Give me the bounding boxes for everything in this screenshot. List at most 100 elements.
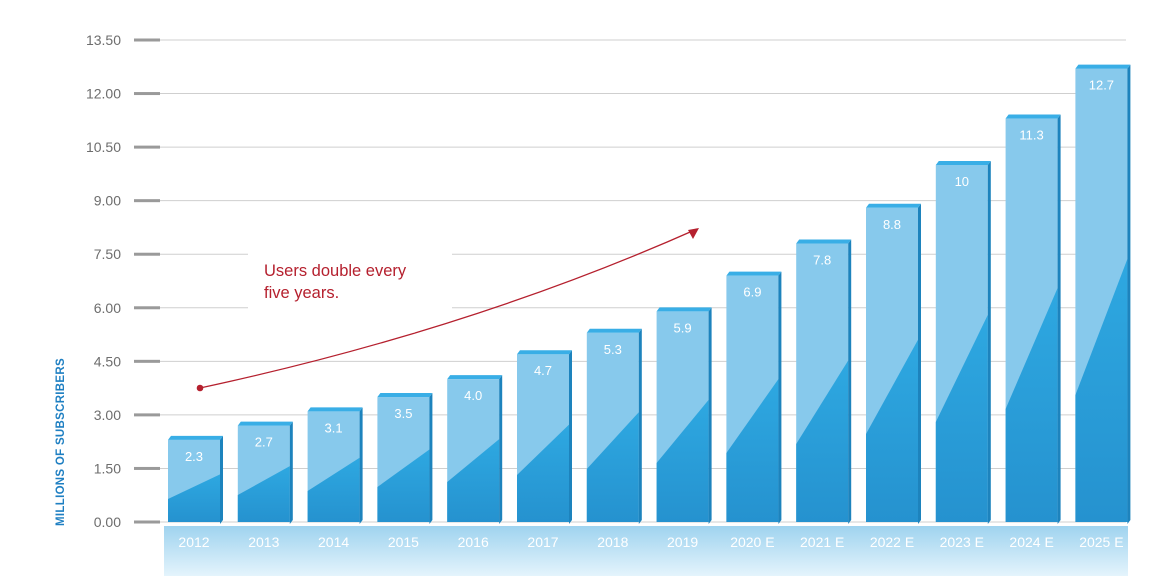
bar-2022-e: 8.8 <box>866 203 921 524</box>
x-tick-label-9: 2021 E <box>800 534 844 550</box>
x-tick-label-2: 2014 <box>318 534 349 550</box>
bar-2014: 3.1 <box>307 407 363 524</box>
bar-value-label: 6.9 <box>743 285 761 300</box>
y-tick-mark-7 <box>134 145 160 149</box>
bar-value-label: 3.5 <box>394 406 412 421</box>
x-tick-label-13: 2025 E <box>1079 534 1123 550</box>
bar-value-label: 8.8 <box>883 217 901 232</box>
bar-value-label: 5.3 <box>604 342 622 357</box>
y-tick-mark-3 <box>134 359 160 363</box>
y-tick-label-5: 7.50 <box>94 246 121 262</box>
bar-shade <box>307 457 360 522</box>
bar-side <box>708 307 712 524</box>
y-tick-label-2: 3.00 <box>94 407 121 423</box>
bar-value-label: 11.3 <box>1019 128 1043 143</box>
bar-2012: 2.3 <box>168 435 223 524</box>
y-tick-label-9: 13.50 <box>86 32 121 48</box>
y-tick-mark-9 <box>134 38 160 42</box>
bar-top <box>656 307 712 312</box>
y-tick-label-7: 10.50 <box>86 139 121 155</box>
y-tick-mark-8 <box>134 92 160 96</box>
bar-side <box>220 435 223 524</box>
callout-text-line-1: Users double every <box>264 262 407 280</box>
callout-pointer <box>404 317 426 333</box>
y-tick-mark-2 <box>134 413 160 417</box>
y-tick-mark-1 <box>134 466 160 470</box>
x-tick-label-11: 2023 E <box>940 534 984 550</box>
x-tick-label-8: 2020 E <box>730 534 774 550</box>
x-tick-label-6: 2018 <box>597 534 628 550</box>
y-tick-mark-4 <box>134 306 160 310</box>
bar-2020-e: 6.9 <box>726 271 782 524</box>
y-tick-label-3: 4.50 <box>94 353 121 369</box>
bar-top <box>935 160 991 165</box>
bar-side <box>778 271 782 524</box>
bar-value-label: 2.3 <box>185 449 203 464</box>
y-tick-label-1: 1.50 <box>94 460 121 476</box>
bar-shade <box>517 424 569 522</box>
y-tick-label-0: 0.00 <box>94 514 121 530</box>
x-tick-label-5: 2017 <box>527 534 558 550</box>
bar-2015: 3.5 <box>377 393 433 524</box>
bar-shade <box>935 314 988 522</box>
bar-top <box>168 435 223 440</box>
bar-side <box>848 239 852 524</box>
callout-text-line-2: five years. <box>264 284 339 302</box>
x-tick-label-3: 2015 <box>388 534 419 550</box>
x-tick-label-12: 2024 E <box>1009 534 1053 550</box>
bar-shade <box>726 379 779 522</box>
bar-value-label: 7.8 <box>813 253 831 268</box>
bar-shade <box>656 399 709 522</box>
y-tick-mark-5 <box>134 252 160 256</box>
bar-value-label: 4.0 <box>464 388 482 403</box>
bar-shade <box>377 449 430 522</box>
x-tick-label-10: 2022 E <box>870 534 914 550</box>
x-tick-label-4: 2016 <box>458 534 489 550</box>
bar-2023-e: 10 <box>935 160 991 525</box>
trend-arrow <box>199 228 698 389</box>
y-tick-label-8: 12.00 <box>86 86 121 102</box>
bar-top <box>796 239 852 244</box>
bar-value-label: 4.7 <box>534 363 552 378</box>
bar-side <box>289 421 293 524</box>
bar-side <box>918 203 921 524</box>
bar-2024-e: 11.3 <box>1005 114 1061 524</box>
bar-value-label: 5.9 <box>674 320 692 335</box>
callout-box <box>248 244 452 318</box>
annotation-layer: Users double every five years. <box>196 228 699 392</box>
bar-side <box>1127 64 1131 525</box>
bar-value-label: 2.7 <box>255 435 273 450</box>
bar-side <box>359 407 363 524</box>
x-tick-label-0: 2012 <box>178 534 209 550</box>
x-axis: 2012 2013 2014 2015 2016 2017 2018 2019 2020 E 20… <box>164 526 1128 576</box>
bar-top <box>586 328 642 333</box>
bar-side <box>499 375 503 524</box>
bar-top <box>377 393 433 398</box>
bar-2018: 5.3 <box>586 328 642 524</box>
bar-top <box>307 407 363 412</box>
x-tick-label-1: 2013 <box>248 534 279 550</box>
trend-arrow-head <box>688 228 699 239</box>
bar-top <box>1005 114 1061 119</box>
bar-2017: 4.7 <box>517 350 572 524</box>
bar-value-label: 12.7 <box>1089 78 1114 93</box>
bar-shade <box>586 412 639 522</box>
bar-side <box>638 328 642 524</box>
y-tick-mark-6 <box>134 199 160 203</box>
bar-top <box>726 271 782 276</box>
bar-shade <box>168 474 220 522</box>
bar-2013: 2.7 <box>237 421 293 524</box>
y-axis-label: MILLIONS OF SUBSCRIBERS <box>55 358 67 526</box>
bar-side <box>569 350 572 524</box>
bar-value-label: 3.1 <box>325 420 343 435</box>
bar-shade <box>237 466 290 522</box>
bar-2021-e: 7.8 <box>796 239 852 524</box>
bar-shade <box>866 339 918 522</box>
bar-top <box>517 350 572 355</box>
bar-side <box>1057 114 1061 524</box>
bar-value-label: 10 <box>955 174 969 189</box>
bar-side <box>429 393 433 524</box>
bar-side <box>987 160 991 525</box>
